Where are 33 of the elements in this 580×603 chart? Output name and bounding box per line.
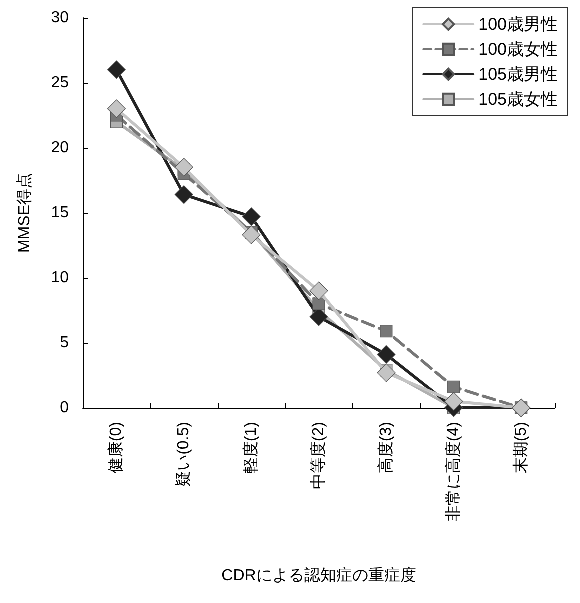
x-axis-title: CDRによる認知症の重症度 xyxy=(222,566,416,584)
x-tick-label: 軽度(1) xyxy=(242,422,260,474)
point xyxy=(448,380,460,394)
x-tick-label: 非常に高度(4) xyxy=(444,422,462,522)
x-tick-label: 疑い(0.5) xyxy=(174,422,193,487)
point xyxy=(107,60,126,80)
y-tick-label: 10 xyxy=(51,270,70,286)
x-tick-label: 末期(5) xyxy=(512,422,530,474)
point xyxy=(174,186,194,204)
y-tick-label: 20 xyxy=(51,140,70,156)
point xyxy=(444,392,464,411)
y-tick-label: 25 xyxy=(51,74,70,92)
legend-label: 105歳男性 xyxy=(478,65,558,84)
point xyxy=(377,364,396,382)
y-tick-label: 30 xyxy=(51,10,70,26)
point xyxy=(107,100,126,118)
x-tick-label: 中等度(2) xyxy=(310,422,328,490)
point xyxy=(377,345,396,364)
point xyxy=(174,158,194,177)
point xyxy=(380,325,393,338)
y-tick-label: 5 xyxy=(60,334,70,352)
y-tick-label: 15 xyxy=(51,204,70,222)
point xyxy=(310,282,328,300)
legend-label: 100歳男性 xyxy=(478,15,558,34)
point xyxy=(242,208,261,226)
legend-label: 105歳女性 xyxy=(478,90,558,109)
point xyxy=(312,298,326,310)
x-tick-label: 高度(3) xyxy=(376,422,395,474)
y-tick-label: 0 xyxy=(60,400,70,416)
y-axis-title: MMSE得点 xyxy=(16,173,34,253)
x-tick-label: 健康(0) xyxy=(107,422,126,474)
point xyxy=(242,226,261,244)
legend-label: 100歳女性 xyxy=(478,40,558,59)
